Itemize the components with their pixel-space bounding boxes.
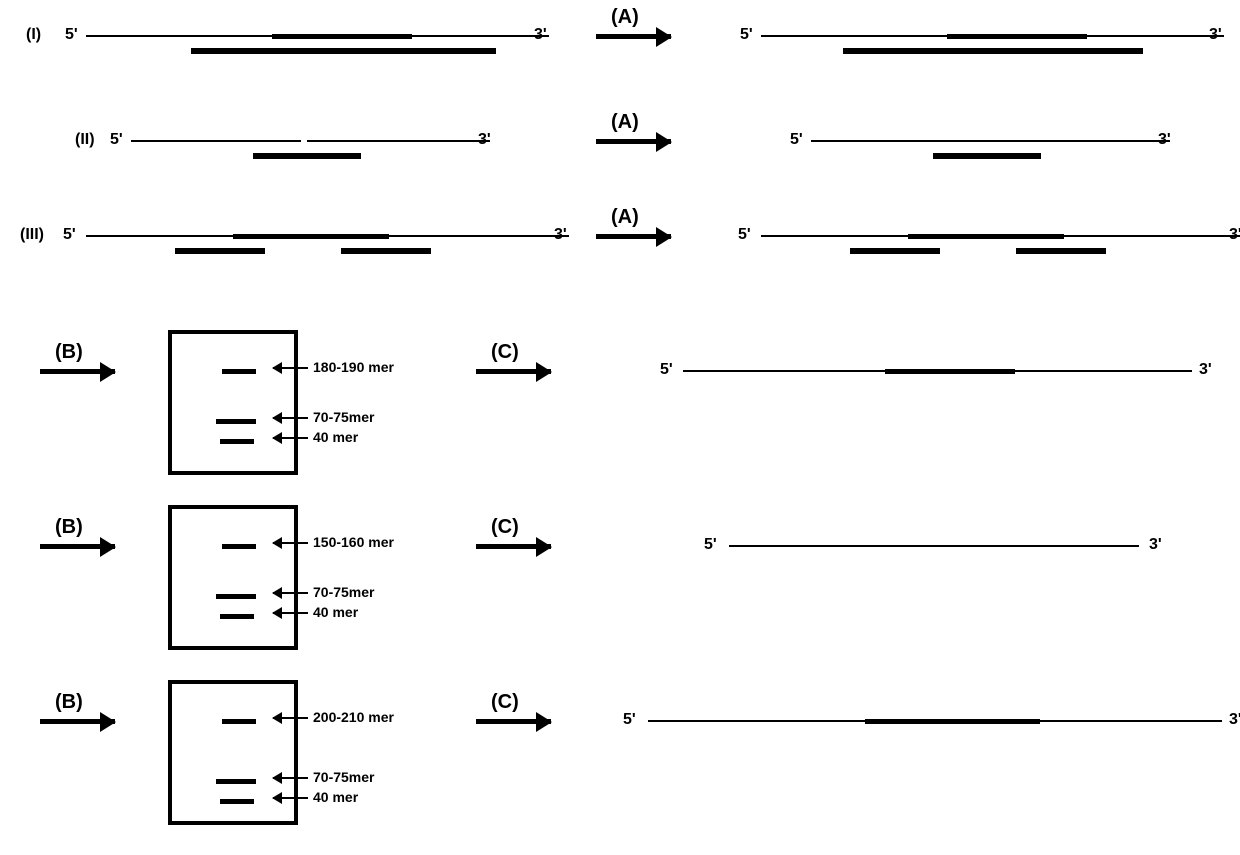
strand-segment (729, 545, 1139, 547)
complement-segment (850, 248, 940, 254)
arrow-step-a (596, 139, 671, 144)
five-prime-label: 5' (110, 131, 123, 149)
step-a-label: (A) (611, 206, 639, 229)
strand-segment (1061, 235, 1240, 237)
gel-band (216, 594, 256, 599)
strand-segment (233, 234, 389, 239)
complement-segment (341, 248, 431, 254)
step-c-label: (C) (491, 691, 519, 714)
step-a-label: (A) (611, 6, 639, 29)
five-prime-label: 5' (63, 226, 76, 244)
gel-band (216, 419, 256, 424)
band-arrow (273, 542, 308, 544)
step-c-label: (C) (491, 341, 519, 364)
band-size-label: 70-75mer (313, 769, 375, 785)
gel-band (222, 544, 256, 549)
band-arrow (273, 612, 308, 614)
band-arrow (273, 777, 308, 779)
strand-segment (761, 235, 911, 237)
five-prime-label: 5' (65, 26, 78, 44)
band-arrow (273, 717, 308, 719)
five-prime-label: 5' (740, 26, 753, 44)
complement-segment (1016, 248, 1106, 254)
strand-segment (865, 719, 1040, 724)
three-prime-label: 3' (1199, 361, 1212, 379)
band-size-label: 40 mer (313, 604, 358, 620)
gel-band (220, 439, 254, 444)
gel-band (222, 719, 256, 724)
strand-segment (947, 34, 1087, 39)
strand-segment (386, 235, 569, 237)
strand-segment (885, 369, 1015, 374)
row-label: (III) (20, 226, 44, 244)
strand-segment (1012, 370, 1192, 372)
complement-segment (175, 248, 265, 254)
strand-segment (86, 35, 276, 37)
band-arrow (273, 417, 308, 419)
strand-segment (761, 35, 951, 37)
gel-band (222, 369, 256, 374)
band-arrow (273, 592, 308, 594)
gel-band (220, 799, 254, 804)
arrow-step-b (40, 544, 115, 549)
arrow-step-c (476, 719, 551, 724)
strand-segment (1084, 35, 1224, 37)
step-b-label: (B) (55, 341, 83, 364)
band-size-label: 180-190 mer (313, 359, 394, 375)
three-prime-label: 3' (1149, 536, 1162, 554)
arrow-step-c (476, 369, 551, 374)
band-size-label: 70-75mer (313, 409, 375, 425)
arrow-step-b (40, 719, 115, 724)
band-arrow (273, 797, 308, 799)
band-size-label: 200-210 mer (313, 709, 394, 725)
five-prime-label: 5' (790, 131, 803, 149)
arrow-step-c (476, 544, 551, 549)
strand-segment (86, 235, 236, 237)
strand-segment (1037, 720, 1222, 722)
arrow-step-a (596, 234, 671, 239)
complement-segment (933, 153, 1041, 159)
strand-segment (811, 140, 1170, 142)
gel-box (168, 330, 298, 475)
strand-segment (908, 234, 1064, 239)
strand-segment (131, 140, 301, 142)
gel-band (216, 779, 256, 784)
step-b-label: (B) (55, 691, 83, 714)
arrow-step-b (40, 369, 115, 374)
step-c-label: (C) (491, 516, 519, 539)
strand-segment (648, 720, 868, 722)
five-prime-label: 5' (704, 536, 717, 554)
band-size-label: 40 mer (313, 429, 358, 445)
row-label: (I) (26, 26, 41, 44)
dna-ligation-diagram: (I)5'3'(A)5'3'(II)5'3'(A)5'3'(III)5'3'(A… (0, 0, 1240, 855)
complement-segment (191, 48, 496, 54)
step-a-label: (A) (611, 111, 639, 134)
band-size-label: 150-160 mer (313, 534, 394, 550)
complement-segment (843, 48, 1143, 54)
strand-segment (683, 370, 888, 372)
band-size-label: 40 mer (313, 789, 358, 805)
gel-box (168, 505, 298, 650)
gel-band (220, 614, 254, 619)
five-prime-label: 5' (660, 361, 673, 379)
band-arrow (273, 367, 308, 369)
arrow-step-a (596, 34, 671, 39)
five-prime-label: 5' (623, 711, 636, 729)
strand-segment (409, 35, 549, 37)
strand-segment (307, 140, 490, 142)
row-label: (II) (75, 131, 95, 149)
five-prime-label: 5' (738, 226, 751, 244)
band-arrow (273, 437, 308, 439)
strand-segment (272, 34, 412, 39)
band-size-label: 70-75mer (313, 584, 375, 600)
three-prime-label: 3' (1229, 711, 1240, 729)
step-b-label: (B) (55, 516, 83, 539)
complement-segment (253, 153, 361, 159)
